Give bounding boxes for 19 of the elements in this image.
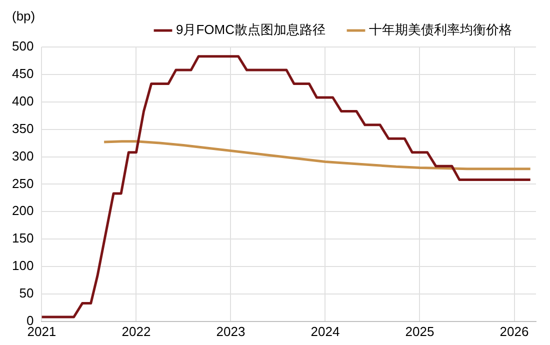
y-tick-label: 400 xyxy=(12,93,34,108)
y-tick-label: 100 xyxy=(12,258,34,274)
y-tick-label: 150 xyxy=(12,230,34,246)
legend-label: 9月FOMC散点图加息路径 xyxy=(176,22,326,38)
y-tick-label: 450 xyxy=(12,66,34,82)
y-tick-label: 300 xyxy=(12,148,34,164)
y-tick-label: 200 xyxy=(12,203,34,218)
x-tick-label: 2022 xyxy=(122,324,151,339)
x-tick-label: 2024 xyxy=(310,324,340,339)
y-tick-label: 250 xyxy=(12,176,34,191)
y-axis-title: (bp) xyxy=(12,8,36,24)
x-tick-label: 2025 xyxy=(405,324,434,339)
y-tick-label: 500 xyxy=(12,38,34,54)
legend-label: 十年期美债利率均衡价格 xyxy=(369,22,512,38)
x-tick-label: 2023 xyxy=(216,324,246,339)
y-tick-label: 0 xyxy=(26,312,34,328)
x-tick-label: 2026 xyxy=(500,324,529,339)
y-tick-label: 50 xyxy=(19,286,34,301)
y-tick-label: 350 xyxy=(12,120,34,136)
